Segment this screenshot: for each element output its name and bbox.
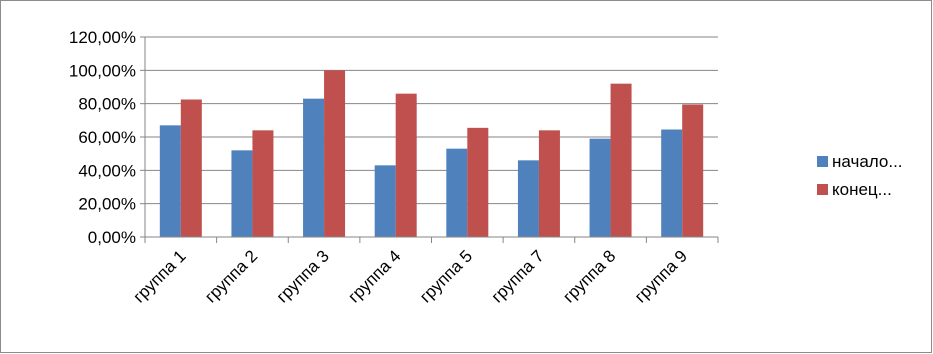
bar-series-2 — [610, 83, 632, 238]
y-tick-label: 60,00% — [78, 128, 136, 147]
bar-series-1 — [661, 129, 683, 237]
bar-series-1 — [374, 165, 396, 237]
bar-series-1 — [446, 148, 468, 237]
y-tick-label: 120,00% — [69, 28, 136, 47]
bar-series-1 — [589, 138, 611, 237]
bars — [159, 70, 704, 238]
bar-series-2 — [324, 70, 346, 237]
axes — [140, 36, 719, 243]
bar-series-1 — [159, 125, 181, 237]
y-tick-label: 100,00% — [69, 61, 136, 80]
bar-series-1 — [303, 98, 325, 238]
bar-series-2 — [682, 104, 704, 237]
legend-label: конец... — [832, 180, 892, 199]
bar-series-2 — [252, 130, 274, 237]
y-tick-label: 80,00% — [78, 95, 136, 114]
legend-swatch — [817, 184, 828, 195]
y-tick-label: 40,00% — [78, 161, 136, 180]
bar-series-1 — [517, 160, 539, 237]
legend-label: начало... — [832, 152, 903, 171]
y-tick-labels: 0,00% 20,00% 40,00% 60,00% 80,00% 100,00% 120,… — [69, 28, 136, 247]
bar-series-1 — [231, 150, 253, 237]
bar-series-2 — [180, 99, 202, 237]
bar-series-2 — [467, 127, 489, 237]
legend-swatch — [817, 156, 828, 167]
y-tick-label: 20,00% — [78, 195, 136, 214]
legend: начало... конец... — [817, 152, 903, 199]
bar-series-2 — [395, 93, 417, 238]
y-tick-label: 0,00% — [88, 228, 136, 247]
bar-series-2 — [538, 130, 560, 237]
